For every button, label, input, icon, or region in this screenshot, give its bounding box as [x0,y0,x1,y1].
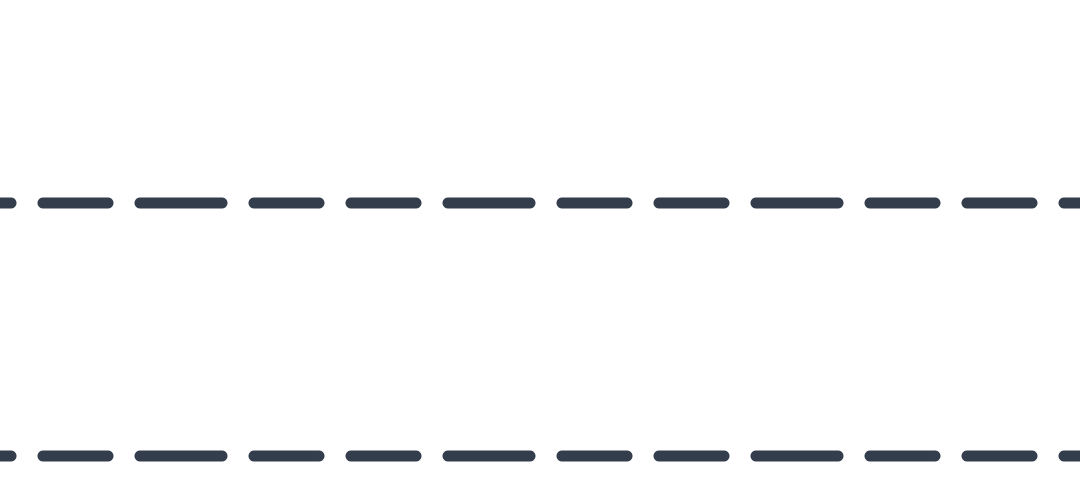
dashed-lines-graphic [0,197,1080,462]
canvas [0,197,1080,462]
